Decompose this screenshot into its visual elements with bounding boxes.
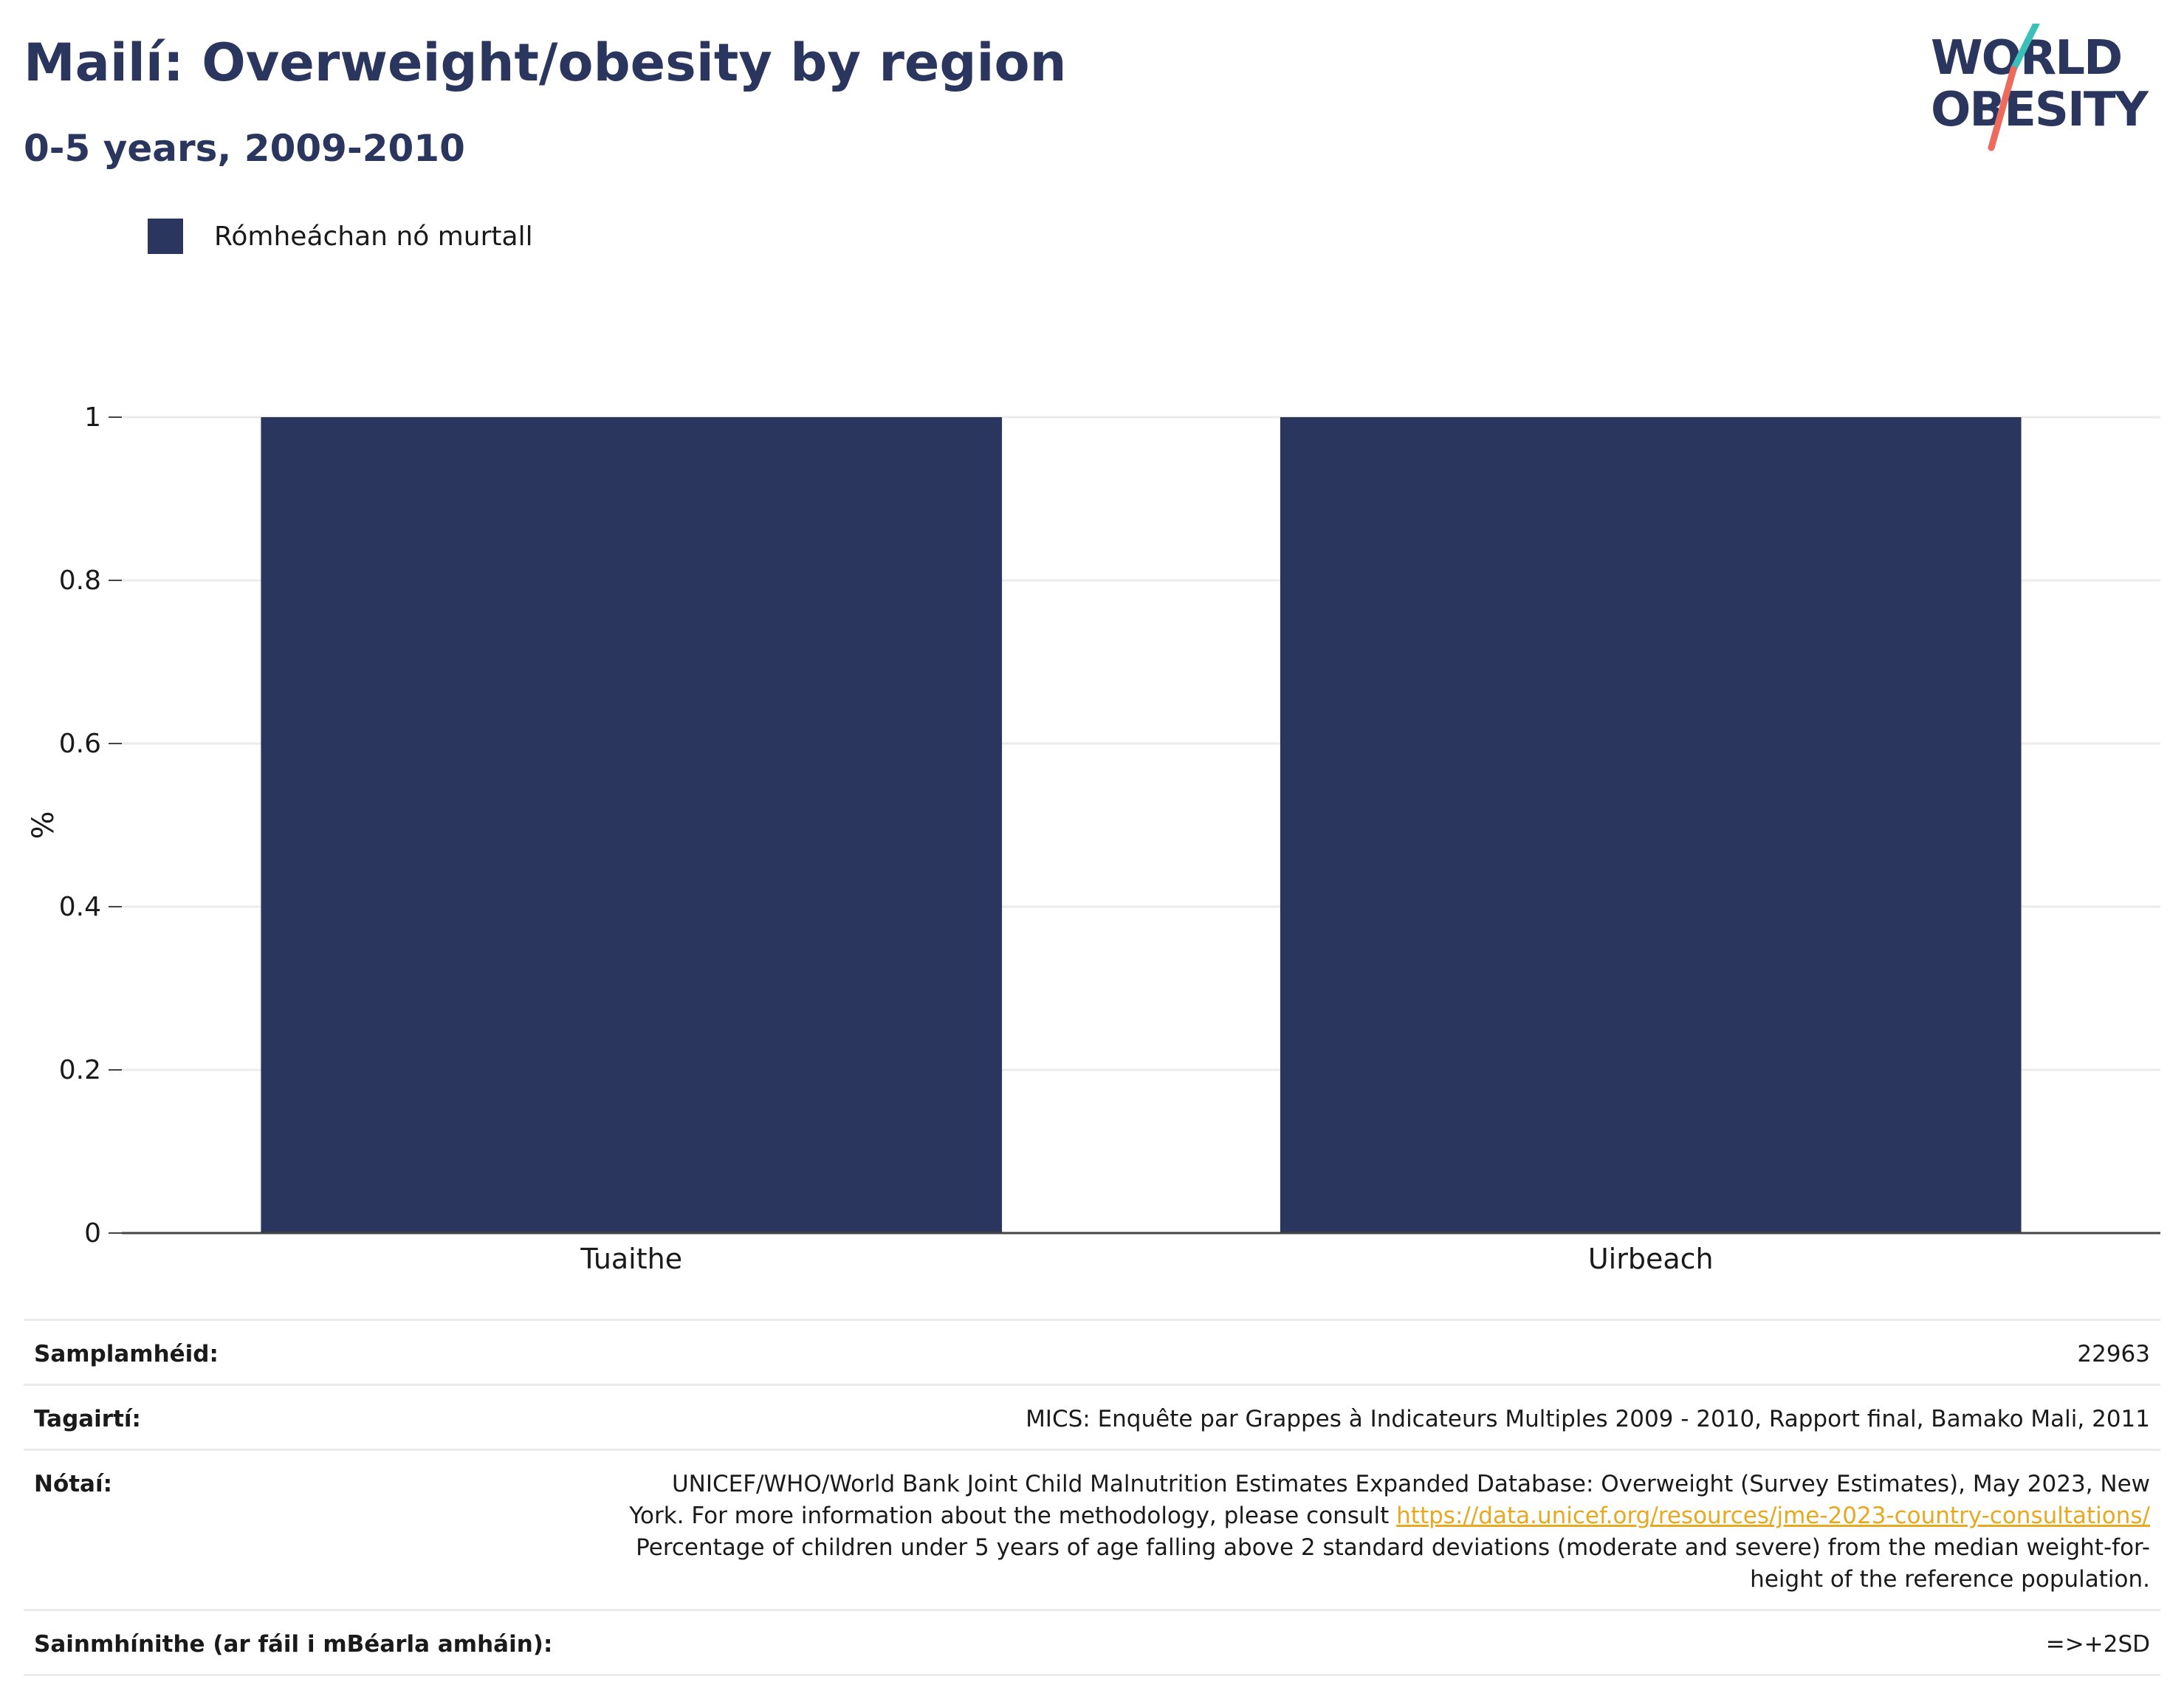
info-table: Samplamhéid: 22963 Tagairtí: MICS: Enquê… bbox=[24, 1319, 2160, 1676]
y-axis-label: % bbox=[27, 811, 61, 839]
y-tick-label: 0 bbox=[84, 1218, 101, 1249]
chart-subtitle: 0-5 years, 2009-2010 bbox=[24, 127, 465, 170]
sample-size-label: Samplamhéid: bbox=[34, 1341, 219, 1367]
x-tick-label: Tuaithe bbox=[580, 1243, 682, 1275]
legend-swatch bbox=[148, 219, 183, 254]
notes-value: UNICEF/WHO/World Bank Joint Child Malnut… bbox=[629, 1469, 2150, 1596]
definitions-label: Sainmhínithe (ar fáil i mBéarla amháin): bbox=[34, 1631, 553, 1658]
logo-slash-icon bbox=[1988, 24, 2040, 151]
y-tick-label: 0.8 bbox=[59, 566, 101, 596]
legend: Rómheáchan nó murtall bbox=[148, 219, 533, 254]
logo-slash-coral bbox=[1988, 66, 2017, 151]
definitions-value: =>+2SD bbox=[2045, 1631, 2150, 1658]
bar-chart: 0 0.2 0.4 0.6 0.8 1 Tuaithe Uirbeach% bbox=[27, 402, 2160, 1275]
x-tick-label: Uirbeach bbox=[1588, 1243, 1714, 1275]
notes-label: Nótaí: bbox=[34, 1471, 113, 1497]
chart-title: Mailí: Overweight/obesity by region bbox=[24, 32, 1067, 93]
info-row-sample-size: Samplamhéid: 22963 bbox=[24, 1319, 2160, 1384]
references-value: MICS: Enquête par Grappes à Indicateurs … bbox=[1026, 1406, 2150, 1432]
world-obesity-logo[interactable]: WORLD OBESITY bbox=[1931, 24, 2167, 157]
references-label: Tagairtí: bbox=[34, 1406, 141, 1432]
notes-text-before: UNICEF/WHO/World Bank Joint Child Malnut… bbox=[629, 1471, 2150, 1529]
info-row-notes: Nótaí: UNICEF/WHO/World Bank Joint Child… bbox=[24, 1449, 2160, 1609]
y-tick-label: 0.2 bbox=[59, 1055, 101, 1085]
bar-tuaithe[interactable] bbox=[261, 417, 1003, 1233]
info-row-definitions: Sainmhínithe (ar fáil i mBéarla amháin):… bbox=[24, 1609, 2160, 1676]
y-tick-label: 1 bbox=[84, 402, 101, 433]
logo-line-2: OBESITY bbox=[1931, 83, 2149, 137]
y-tick-label: 0.4 bbox=[59, 892, 101, 922]
legend-label: Rómheáchan nó murtall bbox=[214, 221, 533, 252]
notes-text-after: Percentage of children under 5 years of … bbox=[636, 1534, 2150, 1593]
y-tick-label: 0.6 bbox=[59, 729, 101, 759]
sample-size-value: 22963 bbox=[2077, 1341, 2150, 1367]
bar-uirbeach[interactable] bbox=[1280, 417, 2022, 1233]
axes: 0 0.2 0.4 0.6 0.8 1 Tuaithe Uirbeach% bbox=[27, 402, 2160, 1275]
methodology-link[interactable]: https://data.unicef.org/resources/jme-20… bbox=[1396, 1503, 2150, 1529]
bars bbox=[261, 417, 2022, 1233]
info-row-references: Tagairtí: MICS: Enquête par Grappes à In… bbox=[24, 1384, 2160, 1449]
logo-slash-teal bbox=[2010, 24, 2040, 73]
